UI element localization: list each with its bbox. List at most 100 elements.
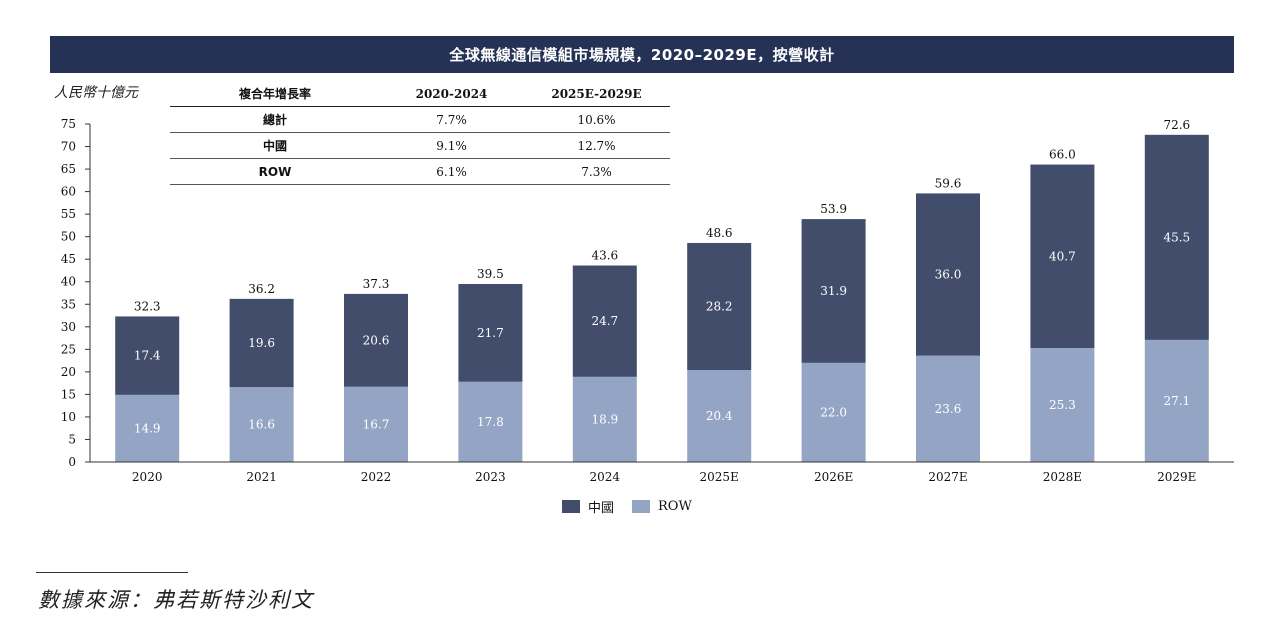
data-label-total: 36.2 [248, 282, 275, 296]
x-tick-label: 2022 [361, 470, 392, 484]
y-tick-label: 15 [61, 387, 76, 401]
bar-segment-china [687, 242, 752, 371]
x-tick-label: 2025E [700, 470, 739, 484]
y-tick-label: 35 [61, 297, 76, 311]
bar-segment-row [572, 376, 637, 462]
y-tick-label: 20 [61, 365, 76, 379]
cagr-header-label: 複合年增長率 [170, 81, 380, 107]
bar-segment-china [1144, 134, 1209, 340]
y-tick-label: 45 [61, 252, 76, 266]
cagr-header-period-1: 2020-2024 [380, 81, 523, 107]
data-label-row: 20.4 [706, 409, 733, 423]
data-label-china: 24.7 [591, 314, 618, 328]
y-tick-label: 60 [61, 185, 76, 199]
y-axis-unit-label: 人民幣十億元 [54, 85, 138, 101]
bar-segment-china [572, 265, 637, 377]
bar-segment-china [801, 219, 866, 363]
data-label-china: 17.4 [134, 349, 161, 363]
source-divider [36, 572, 188, 573]
bar-segment-china [344, 293, 408, 387]
legend-label-china: 中國 [588, 501, 615, 516]
cagr-value: 12.7% [523, 132, 670, 159]
y-tick-label: 55 [61, 207, 76, 221]
data-source-note: 數據來源：弗若斯特沙利文 [38, 588, 314, 612]
data-label-china: 45.5 [1163, 230, 1190, 244]
y-tick-label: 75 [61, 117, 76, 131]
data-label-china: 21.7 [477, 326, 504, 340]
cagr-value: 7.7% [380, 106, 523, 133]
data-label-row: 17.8 [477, 415, 504, 429]
data-label-china: 19.6 [248, 336, 275, 350]
cagr-row-row: ROW 6.1% 7.3% [170, 158, 670, 185]
legend-item-china: 中國 [562, 497, 614, 516]
chart-legend: 中國 ROW [562, 497, 710, 516]
bar-segment-row [115, 394, 180, 462]
data-label-row: 25.3 [1049, 398, 1076, 412]
data-label-row: 18.9 [591, 412, 618, 426]
bar-segment-row [458, 381, 523, 462]
data-label-china: 36.0 [935, 268, 962, 282]
x-tick-label: 2023 [475, 470, 506, 484]
cagr-row-china: 中國 9.1% 12.7% [170, 132, 670, 159]
bar-segment-row [1144, 339, 1209, 462]
bar-segment-row [1030, 347, 1095, 462]
data-label-total: 48.6 [706, 226, 733, 240]
cagr-row-total: 總計 7.7% 10.6% [170, 106, 670, 133]
y-tick-label: 65 [61, 162, 76, 176]
bar-segment-row [344, 386, 408, 462]
x-tick-label: 2021 [246, 470, 277, 484]
x-tick-label: 2028E [1043, 470, 1082, 484]
data-label-total: 53.9 [820, 202, 847, 216]
y-tick-label: 0 [68, 455, 76, 469]
cagr-region-label: ROW [170, 158, 380, 185]
chart-title: 全球無線通信模組市場規模，2020–2029E，按營收計 [50, 36, 1234, 73]
y-tick-label: 40 [61, 275, 76, 289]
data-label-china: 40.7 [1049, 249, 1076, 263]
cagr-value: 7.3% [523, 158, 670, 185]
data-label-row: 27.1 [1163, 394, 1190, 408]
bar-segment-row [687, 370, 752, 462]
data-label-row: 14.9 [134, 421, 161, 435]
x-tick-label: 2020 [132, 470, 163, 484]
data-label-total: 39.5 [477, 267, 504, 281]
cagr-table: 複合年增長率 2020-2024 2025E-2029E 總計 7.7% 10.… [170, 81, 670, 185]
x-tick-label: 2024 [590, 470, 621, 484]
data-label-china: 20.6 [363, 333, 390, 347]
legend-label-row: ROW [658, 499, 692, 514]
y-tick-label: 10 [61, 410, 76, 424]
data-label-row: 16.6 [248, 418, 275, 432]
legend-item-row: ROW [632, 499, 692, 514]
cagr-table-header-row: 複合年增長率 2020-2024 2025E-2029E [170, 81, 670, 107]
cagr-region-label: 總計 [170, 106, 380, 133]
x-tick-label: 2026E [814, 470, 853, 484]
bar-segment-row [229, 387, 294, 462]
y-tick-label: 70 [61, 140, 76, 154]
x-tick-label: 2027E [928, 470, 967, 484]
bar-segment-china [115, 316, 180, 395]
data-label-total: 59.6 [935, 176, 962, 190]
bar-segment-china [916, 193, 980, 356]
data-label-row: 16.7 [363, 417, 390, 431]
data-label-total: 32.3 [134, 299, 161, 313]
x-tick-label: 2029E [1157, 470, 1196, 484]
bar-segment-china [1030, 164, 1095, 348]
bar-segment-row [801, 362, 866, 462]
data-label-china: 31.9 [820, 284, 847, 298]
data-label-total: 37.3 [363, 277, 390, 291]
cagr-header-period-2: 2025E-2029E [523, 81, 670, 107]
y-tick-label: 30 [61, 320, 76, 334]
data-label-total: 66.0 [1049, 148, 1076, 162]
cagr-value: 10.6% [523, 106, 670, 133]
bar-segment-row [916, 355, 980, 462]
data-label-row: 23.6 [935, 402, 962, 416]
cagr-value: 6.1% [380, 158, 523, 185]
data-label-total: 72.6 [1163, 118, 1190, 132]
data-label-china: 28.2 [706, 300, 733, 314]
y-tick-label: 50 [61, 230, 76, 244]
bar-segment-china [229, 298, 294, 388]
bar-segment-china [458, 283, 523, 382]
data-label-total: 43.6 [591, 249, 618, 263]
cagr-value: 9.1% [380, 132, 523, 159]
y-tick-label: 25 [61, 342, 76, 356]
